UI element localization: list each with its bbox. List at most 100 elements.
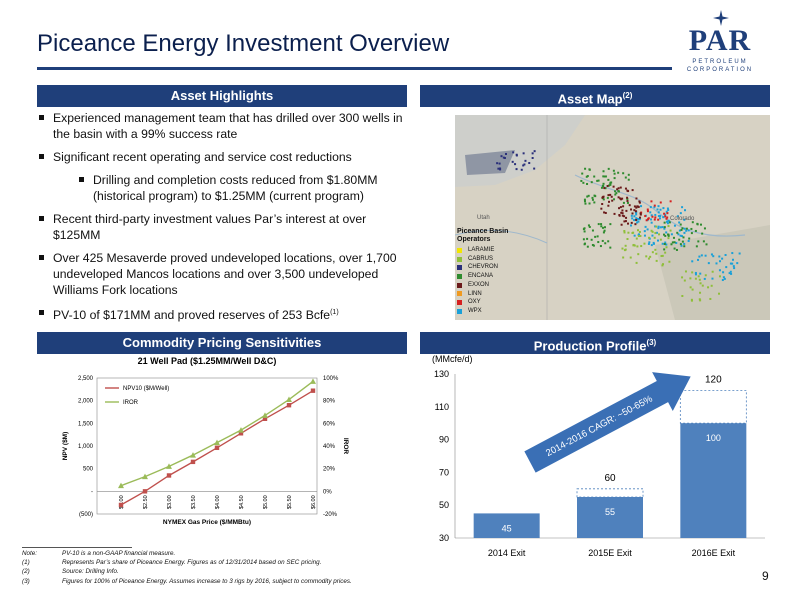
well-dot [607, 167, 610, 170]
well-dot [607, 194, 610, 197]
well-dot [664, 234, 667, 237]
iror-point [310, 378, 316, 384]
well-dot [729, 270, 732, 273]
well-dot [666, 207, 669, 210]
well-dot [531, 156, 534, 159]
well-dot [665, 217, 668, 220]
y-tick-label: 130 [434, 369, 449, 379]
well-dot [707, 286, 710, 289]
well-dot [621, 247, 624, 250]
well-dot [626, 196, 629, 199]
well-dot [698, 255, 701, 258]
well-dot [633, 205, 636, 208]
well-dot [705, 243, 708, 246]
y-tick-label: 2,500 [78, 376, 94, 382]
well-dot [665, 210, 668, 213]
well-dot [678, 238, 681, 241]
well-dot [673, 241, 676, 244]
well-dot [646, 210, 649, 213]
production-bar [473, 513, 540, 538]
well-dot [679, 243, 682, 246]
well-dot [633, 219, 636, 222]
well-dot [678, 221, 681, 224]
footnote-key: (3) [22, 577, 30, 585]
well-dot [520, 168, 523, 171]
well-dot [721, 279, 724, 282]
legend-swatch [457, 291, 462, 297]
well-dot [668, 221, 671, 224]
well-dot [648, 236, 651, 239]
well-dot [661, 226, 664, 229]
well-dot [640, 245, 643, 248]
well-dot [684, 209, 687, 212]
well-dot [684, 270, 687, 273]
well-dot [675, 241, 678, 244]
y2-tick-label: 0% [323, 489, 332, 495]
well-dot [711, 270, 714, 273]
well-dot [633, 209, 636, 212]
arrow-icon [524, 372, 691, 473]
well-dot [615, 192, 618, 195]
well-dot [655, 231, 658, 234]
legend-label: ENCANA [468, 273, 494, 280]
well-dot [651, 251, 654, 254]
well-dot [650, 221, 653, 224]
well-dot [613, 198, 616, 201]
well-dot [500, 155, 503, 158]
well-dot [699, 291, 702, 294]
y2-tick-label: 80% [323, 399, 336, 405]
well-dot [661, 264, 664, 267]
iror-point [190, 452, 196, 458]
well-dot [630, 208, 633, 211]
legend-label: LINN [468, 290, 482, 297]
npv-point [142, 489, 148, 494]
well-dot [728, 272, 731, 275]
well-dot [691, 271, 694, 274]
legend-swatch [457, 273, 462, 279]
well-dot [626, 201, 629, 204]
well-dot [617, 190, 620, 193]
well-dot [603, 187, 606, 190]
well-dot [655, 259, 658, 262]
well-dot [620, 198, 623, 201]
well-dot [626, 238, 629, 241]
well-dot [656, 208, 659, 211]
well-dot [699, 299, 702, 302]
well-dot [659, 208, 662, 211]
iror-point [214, 439, 220, 446]
x-tick-label: $5.00 [263, 495, 269, 509]
well-dot [631, 189, 634, 192]
npv-point [310, 388, 316, 393]
well-dot [588, 225, 591, 228]
well-dot [676, 231, 679, 234]
well-dot [612, 169, 615, 172]
well-dot [636, 221, 639, 224]
well-dot [637, 220, 640, 223]
x-tick-label: 2015E Exit [588, 548, 632, 558]
well-dot [636, 218, 639, 221]
legend-swatch [457, 256, 462, 262]
iror-point [142, 473, 148, 480]
well-dot [623, 220, 626, 223]
well-dot [621, 214, 624, 217]
well-dot [640, 205, 643, 208]
production-bar [577, 497, 643, 538]
well-dot [666, 222, 669, 225]
well-dot [644, 225, 647, 228]
well-dot [584, 167, 587, 170]
well-dot [591, 196, 594, 199]
well-dot [635, 217, 638, 220]
well-dot [625, 209, 628, 212]
well-dot [654, 248, 657, 251]
sub-bullet: Drilling and completion costs reduced fr… [37, 172, 407, 204]
well-dot [515, 153, 518, 156]
well-dot [701, 284, 704, 287]
well-dot [643, 242, 646, 245]
well-dot [676, 215, 679, 218]
well-dot [653, 236, 656, 239]
well-dot [502, 156, 505, 159]
footnote: (1) Represents Par’s share of Piceance En… [22, 558, 352, 567]
well-dot [629, 256, 632, 259]
well-dot [670, 243, 673, 246]
well-dot [604, 211, 607, 214]
